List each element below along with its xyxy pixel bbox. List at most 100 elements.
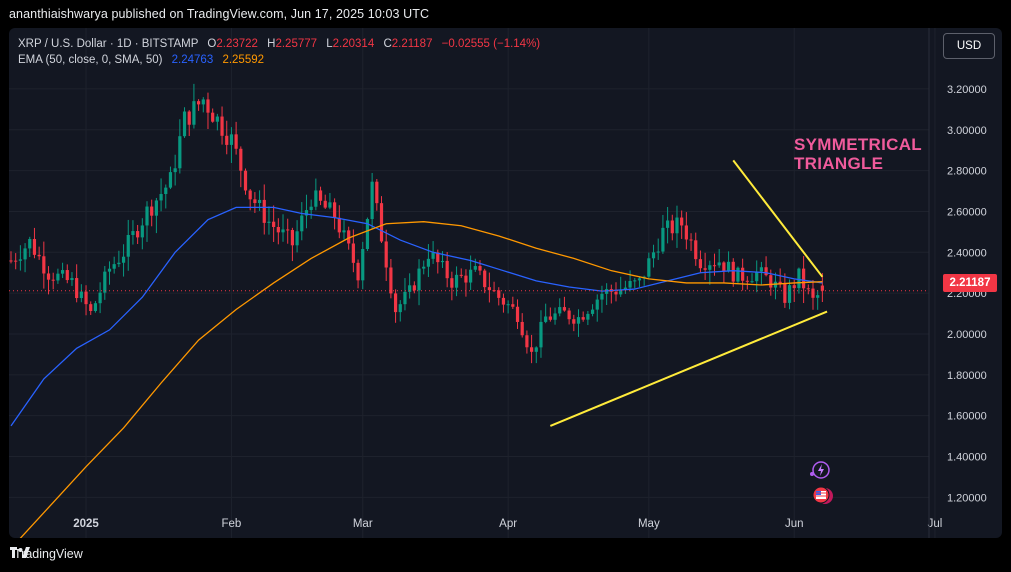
- low-value: 2.20314: [332, 38, 375, 50]
- candle: [220, 116, 224, 136]
- candle: [290, 230, 294, 246]
- candle: [65, 270, 69, 281]
- candle: [84, 291, 88, 305]
- candle: [806, 288, 810, 290]
- lightning-bolt-icon: [817, 464, 824, 476]
- candle: [286, 229, 290, 231]
- tradingview-brand[interactable]: TradingView: [10, 547, 83, 561]
- candle: [178, 136, 182, 169]
- candle: [112, 264, 116, 269]
- close-label: C: [383, 38, 392, 50]
- candle: [562, 307, 567, 311]
- candle: [651, 252, 656, 259]
- candle: [314, 190, 318, 207]
- low-label: L: [326, 38, 333, 50]
- indicator-row: EMA (50, close, 0, SMA, 50) 2.24763 2.25…: [18, 52, 540, 68]
- candle: [511, 304, 515, 307]
- candle: [703, 268, 707, 270]
- candle: [318, 190, 323, 201]
- candle: [51, 279, 55, 281]
- candle: [586, 313, 590, 320]
- publish-bar: ananthiaishwarya published on TradingVie…: [0, 0, 1011, 28]
- candle: [375, 181, 379, 204]
- candle: [145, 206, 149, 226]
- candle: [454, 274, 459, 288]
- candle: [187, 111, 191, 125]
- y-tick-label: 2.40000: [947, 247, 987, 259]
- candle: [426, 258, 431, 267]
- trendline-upper: [732, 159, 824, 278]
- candle: [361, 248, 365, 281]
- candle: [304, 210, 309, 216]
- open-label: O: [207, 38, 217, 50]
- candle: [436, 252, 440, 263]
- candle: [787, 285, 792, 303]
- candle: [408, 285, 412, 292]
- candle: [539, 321, 543, 348]
- trendline-lower: [549, 310, 828, 427]
- spark-icon: [809, 472, 814, 476]
- candle: [506, 304, 510, 306]
- candle: [464, 275, 468, 283]
- high-value: 2.25777: [275, 38, 318, 50]
- candle: [666, 220, 670, 228]
- candle: [56, 273, 60, 281]
- chart-pane[interactable]: 3.20000 3.00000 2.80000 2.60000 2.40000 2.200…: [9, 28, 1002, 538]
- candle: [150, 206, 154, 216]
- candle: [694, 240, 698, 260]
- candle: [820, 285, 824, 291]
- price-chart[interactable]: 3.200003.000002.800002.600002.400002.200…: [9, 28, 1002, 538]
- symbol-label[interactable]: XRP / U.S. Dollar · 1D · BITSTAMP: [18, 38, 199, 50]
- candle: [18, 259, 22, 261]
- candle: [32, 239, 37, 255]
- high-label: H: [267, 38, 276, 50]
- candle: [647, 258, 651, 277]
- candle: [89, 304, 93, 312]
- candle: [726, 261, 731, 272]
- candle: [201, 99, 205, 105]
- candle: [661, 227, 665, 252]
- y-tick-label: 3.20000: [947, 84, 987, 96]
- candle: [487, 287, 491, 291]
- candle: [478, 266, 482, 271]
- candle: [778, 281, 782, 284]
- candle: [497, 290, 501, 298]
- candle: [802, 268, 806, 289]
- candle: [272, 221, 276, 228]
- publish-info: ananthiaishwarya published on TradingVie…: [9, 7, 430, 21]
- open-value: 2.23722: [216, 38, 258, 50]
- candle: [159, 194, 163, 201]
- x-tick-label: Feb: [222, 518, 242, 530]
- candle: [337, 217, 341, 233]
- candle: [623, 287, 627, 290]
- candle: [379, 203, 384, 242]
- candle: [670, 220, 674, 234]
- candle: [619, 289, 623, 295]
- candle: [473, 266, 477, 270]
- candle: [182, 111, 187, 137]
- candle: [173, 168, 177, 173]
- last-price-label: 2.21187: [943, 274, 997, 292]
- candle: [136, 231, 140, 238]
- candle: [544, 316, 548, 322]
- candle: [525, 335, 529, 348]
- candle: [117, 262, 121, 265]
- candle: [469, 269, 473, 283]
- candle: [675, 217, 679, 234]
- currency-button[interactable]: USD: [943, 33, 995, 59]
- candle: [70, 278, 74, 281]
- y-tick-label: 2.80000: [947, 166, 987, 178]
- chart-legend: XRP / U.S. Dollar · 1D · BITSTAMP O2.237…: [18, 36, 540, 68]
- candle: [37, 254, 41, 257]
- candle: [389, 267, 393, 294]
- candle: [483, 270, 487, 288]
- candle: [60, 270, 65, 274]
- candle: [28, 239, 32, 249]
- candle: [243, 170, 248, 191]
- candle: [417, 268, 421, 291]
- candle: [168, 172, 173, 188]
- candle: [558, 307, 562, 314]
- candle: [309, 206, 313, 211]
- candle: [590, 309, 595, 314]
- ema-label[interactable]: EMA (50, close, 0, SMA, 50): [18, 54, 163, 66]
